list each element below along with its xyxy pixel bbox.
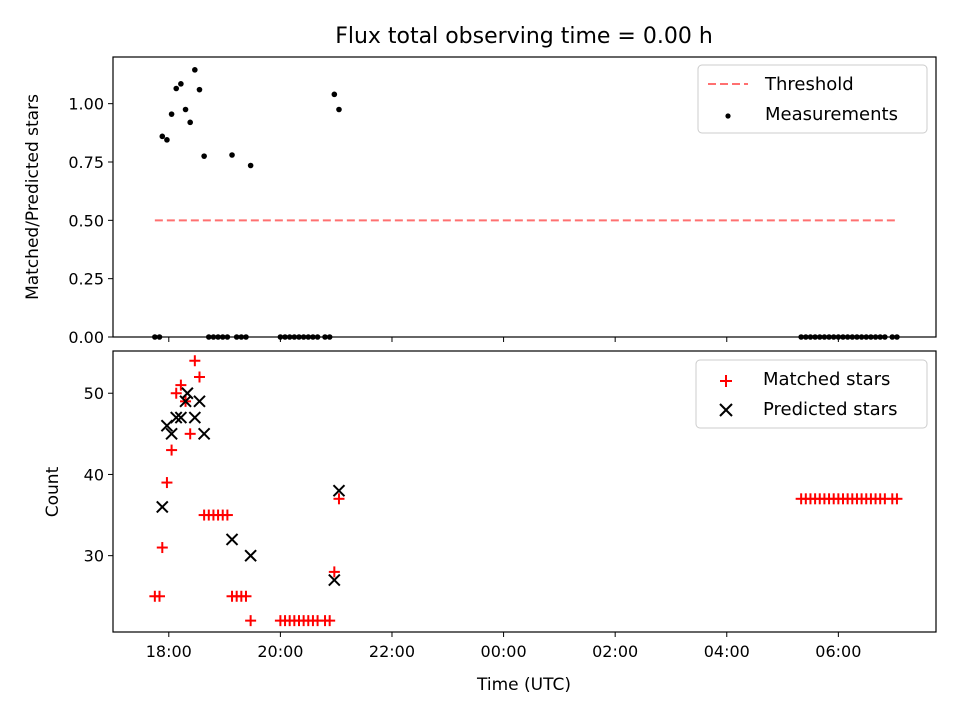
ratio-y-tick-label: 0.50 xyxy=(68,211,104,230)
measurements-legend-swatch xyxy=(725,113,731,119)
measurement-point xyxy=(159,133,166,140)
predicted-star-point xyxy=(332,484,346,497)
predicted-star-point xyxy=(156,500,169,514)
measurement-point xyxy=(201,153,207,159)
count-y-ticks: 30 40 50 xyxy=(84,384,113,566)
predicted-star-point xyxy=(225,533,239,546)
matched-star-point xyxy=(324,615,336,627)
matched-star-point xyxy=(891,493,903,505)
ratio-legend-box xyxy=(697,64,928,134)
measurement-point xyxy=(182,106,189,113)
ratio-x-ticks xyxy=(168,337,839,342)
x-axis-label: Time (UTC) xyxy=(476,675,571,695)
x-tick-label: 22:00 xyxy=(369,642,415,661)
count-y-tick-label: 30 xyxy=(84,547,104,566)
predicted-star-point xyxy=(170,411,183,424)
measurement-point xyxy=(196,86,203,93)
ratio-marks xyxy=(152,67,900,340)
predicted-star-point xyxy=(328,573,341,587)
predicted-star-point xyxy=(165,427,178,441)
predicted-legend-label: Predicted stars xyxy=(763,399,897,420)
matched-star-point xyxy=(189,355,201,367)
x-tick-label: 02:00 xyxy=(592,642,638,661)
matched-star-point xyxy=(156,542,168,554)
measurement-point xyxy=(247,162,254,169)
matched-legend-label: Matched stars xyxy=(763,369,890,390)
x-tick-label: 18:00 xyxy=(146,642,192,661)
predicted-star-point xyxy=(197,427,211,441)
ratio-y-axis-label: Matched/Predicted stars xyxy=(23,94,43,300)
count-y-tick-label: 50 xyxy=(84,384,104,403)
matched-star-point xyxy=(245,615,257,627)
chart-title: Flux total observing time = 0.00 h xyxy=(335,24,713,49)
count-y-axis-label: Count xyxy=(43,466,63,517)
count-plot: 30 40 50 18:00 20:00 22:00 00:00 02:00 04:00 06:… xyxy=(43,350,937,695)
ratio-y-tick-label: 0.25 xyxy=(68,270,104,289)
measurement-point xyxy=(336,106,342,113)
matched-star-point xyxy=(240,590,252,602)
matched-star-point xyxy=(333,493,345,505)
x-tick-label: 04:00 xyxy=(704,642,750,661)
predicted-star-point xyxy=(244,549,257,562)
count-plot-frame xyxy=(112,350,937,633)
matched-star-point xyxy=(153,590,165,602)
matched-star-point xyxy=(184,428,196,440)
matched-star-point xyxy=(175,379,187,391)
matched-star-point xyxy=(193,371,205,383)
ratio-legend: Threshold Measurements xyxy=(697,64,928,134)
measurements-legend-label: Measurements xyxy=(765,104,898,125)
measurement-point xyxy=(178,81,184,87)
ratio-y-tick-label: 1.00 xyxy=(68,95,104,114)
count-y-tick-label: 40 xyxy=(84,465,104,484)
measurement-point xyxy=(192,67,198,73)
count-x-ticks: 18:00 20:00 22:00 00:00 02:00 04:00 06:00 xyxy=(146,632,861,661)
predicted-star-point xyxy=(193,395,206,408)
ratio-y-tick-label: 0.00 xyxy=(68,328,104,347)
predicted-star-point xyxy=(188,411,202,424)
count-marks xyxy=(149,355,903,627)
measurement-point xyxy=(187,119,193,126)
ratio-y-tick-label: 0.75 xyxy=(68,153,104,172)
threshold-legend-label: Threshold xyxy=(764,74,854,95)
count-legend: Matched stars Predicted stars xyxy=(695,359,928,429)
x-tick-label: 20:00 xyxy=(257,642,303,661)
count-legend-box xyxy=(695,359,928,429)
matched-star-point xyxy=(328,566,340,578)
matched-star-point xyxy=(161,477,173,489)
x-tick-label: 00:00 xyxy=(481,642,527,661)
measurement-point xyxy=(173,85,180,92)
predicted-star-point xyxy=(174,411,188,424)
matched-star-point xyxy=(221,509,233,521)
x-tick-label: 06:00 xyxy=(815,642,861,661)
ratio-plot: 0.00 0.25 0.50 0.75 1.00 Matched/Predicted s… xyxy=(23,56,937,347)
ratio-plot-frame xyxy=(112,56,937,338)
matched-legend-swatch xyxy=(720,375,732,387)
matched-star-point xyxy=(166,444,178,456)
measurement-point xyxy=(229,152,235,158)
measurement-point xyxy=(164,137,170,143)
measurement-point xyxy=(168,111,175,117)
predicted-legend-swatch xyxy=(719,403,733,417)
measurement-point xyxy=(331,91,338,98)
predicted-star-point xyxy=(181,387,194,400)
matched-star-point xyxy=(170,387,182,399)
ratio-y-ticks: 0.00 0.25 0.50 0.75 1.00 xyxy=(68,95,113,347)
